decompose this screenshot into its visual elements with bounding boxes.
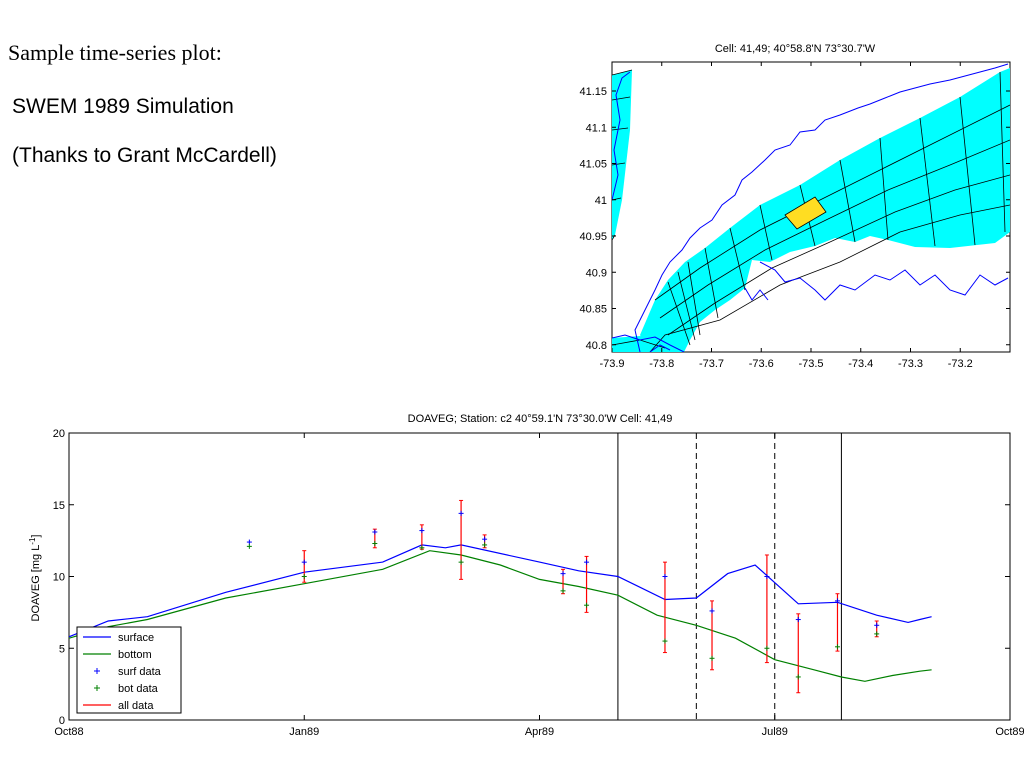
coast-segment xyxy=(612,334,685,352)
slide-credit: (Thanks to Grant McCardell) xyxy=(12,144,277,167)
model-grid-lines xyxy=(612,69,1010,352)
grid-line-across xyxy=(677,271,696,341)
grid-line-across xyxy=(729,227,746,291)
water-area xyxy=(612,70,632,240)
map-x-ticks: -73.9 -73.8 -73.7 -73.6 -73.5 -73.4 -73.3 -73.2 xyxy=(599,62,973,370)
grid-line-across xyxy=(687,261,701,336)
map-plot xyxy=(612,63,1010,352)
map-y-tick-label: 40.85 xyxy=(579,304,607,316)
map-y-ticks: 41.15 41.1 41.05 41 40.95 40.9 40.85 40.8 xyxy=(579,86,1010,352)
map-x-tick-label: -73.8 xyxy=(649,358,674,370)
map-y-tick-label: 40.9 xyxy=(586,267,607,279)
grid-line-across xyxy=(839,159,856,243)
grid-line-across xyxy=(919,117,936,247)
map-x-tick-label: -73.7 xyxy=(699,358,724,370)
coast-segment xyxy=(744,287,769,301)
map-y-tick-label: 41.1 xyxy=(586,122,607,134)
grid-line-along xyxy=(654,104,1010,301)
grid-line-across xyxy=(612,69,633,76)
grid-line-along xyxy=(612,162,626,166)
coast-segment xyxy=(649,344,671,352)
grid-line-along xyxy=(612,127,629,131)
map-y-tick-label: 40.8 xyxy=(586,340,607,352)
grid-line-across xyxy=(759,204,773,261)
map-x-tick-label: -73.9 xyxy=(599,358,624,370)
map-x-tick-label: -73.6 xyxy=(749,358,774,370)
grid-line-across xyxy=(879,137,889,241)
grid-line-across xyxy=(667,281,691,346)
map-x-tick-label: -73.2 xyxy=(948,358,973,370)
grid-line-across xyxy=(704,247,719,319)
grid-line-along xyxy=(659,139,1010,319)
highlighted-cell xyxy=(784,196,827,230)
map-y-tick-label: 41.05 xyxy=(579,159,607,171)
map-y-tick-label: 41 xyxy=(595,195,607,207)
grid-line-along xyxy=(612,96,631,101)
slide-heading: Sample time-series plot: xyxy=(8,40,222,65)
grid-line-across xyxy=(999,71,1006,233)
grid-line-along xyxy=(649,204,1010,352)
coast-segment xyxy=(759,261,1009,301)
map-x-tick-label: -73.5 xyxy=(798,358,823,370)
map-y-tick-label: 41.15 xyxy=(579,86,607,98)
map-x-tick-label: -73.4 xyxy=(848,358,873,370)
coastline xyxy=(612,63,1009,352)
map-x-tick-label: -73.3 xyxy=(898,358,923,370)
map-y-tick-label: 40.95 xyxy=(579,231,607,243)
grid-line-across xyxy=(959,96,976,246)
coast-segment xyxy=(634,63,1009,352)
map-title: Cell: 41,49; 40°58.8'N 73°30.7'W xyxy=(715,43,876,55)
slide-subtitle: SWEM 1989 Simulation xyxy=(12,95,234,118)
coast-segment xyxy=(612,71,631,201)
